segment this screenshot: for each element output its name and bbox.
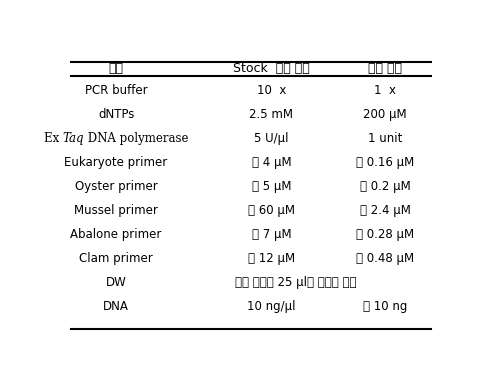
Text: DNA: DNA (103, 299, 129, 313)
Text: 2.5 mM: 2.5 mM (249, 108, 293, 121)
Text: 5 U/μl: 5 U/μl (254, 132, 288, 145)
Text: 반응 총액이 25 μl가 되도록 첨가: 반응 총액이 25 μl가 되도록 첨가 (235, 276, 356, 289)
Text: 10  x: 10 x (256, 84, 285, 97)
Text: Eukaryote primer: Eukaryote primer (64, 156, 167, 169)
Text: 각 0.16 μM: 각 0.16 μM (355, 156, 413, 169)
Text: Clam primer: Clam primer (79, 252, 153, 265)
Text: 각 0.28 μM: 각 0.28 μM (355, 228, 413, 241)
Text: DNA polymerase: DNA polymerase (84, 132, 188, 145)
Text: 각 10 ng: 각 10 ng (362, 299, 407, 313)
Text: 각 60 μM: 각 60 μM (247, 204, 294, 217)
Text: 각 4 μM: 각 4 μM (251, 156, 291, 169)
Text: dNTPs: dNTPs (98, 108, 134, 121)
Text: 각 12 μM: 각 12 μM (247, 252, 294, 265)
Text: Taq: Taq (62, 132, 84, 145)
Text: 각 2.4 μM: 각 2.4 μM (359, 204, 410, 217)
Text: DW: DW (105, 276, 126, 289)
Text: Ex: Ex (43, 132, 62, 145)
Text: Stock  용액 농도: Stock 용액 농도 (233, 62, 309, 75)
Text: 최종 농도: 최종 농도 (367, 62, 401, 75)
Text: Mussel primer: Mussel primer (74, 204, 158, 217)
Text: 1 unit: 1 unit (367, 132, 402, 145)
Text: 각 0.2 μM: 각 0.2 μM (359, 180, 410, 193)
Text: 조성: 조성 (108, 62, 123, 75)
Text: Abalone primer: Abalone primer (70, 228, 162, 241)
Text: 각 5 μM: 각 5 μM (251, 180, 291, 193)
Text: 각 0.48 μM: 각 0.48 μM (355, 252, 413, 265)
Text: 200 μM: 200 μM (363, 108, 406, 121)
Text: 10 ng/μl: 10 ng/μl (247, 299, 295, 313)
Text: Oyster primer: Oyster primer (75, 180, 157, 193)
Text: 각 7 μM: 각 7 μM (251, 228, 291, 241)
Text: PCR buffer: PCR buffer (84, 84, 147, 97)
Text: 1  x: 1 x (373, 84, 395, 97)
